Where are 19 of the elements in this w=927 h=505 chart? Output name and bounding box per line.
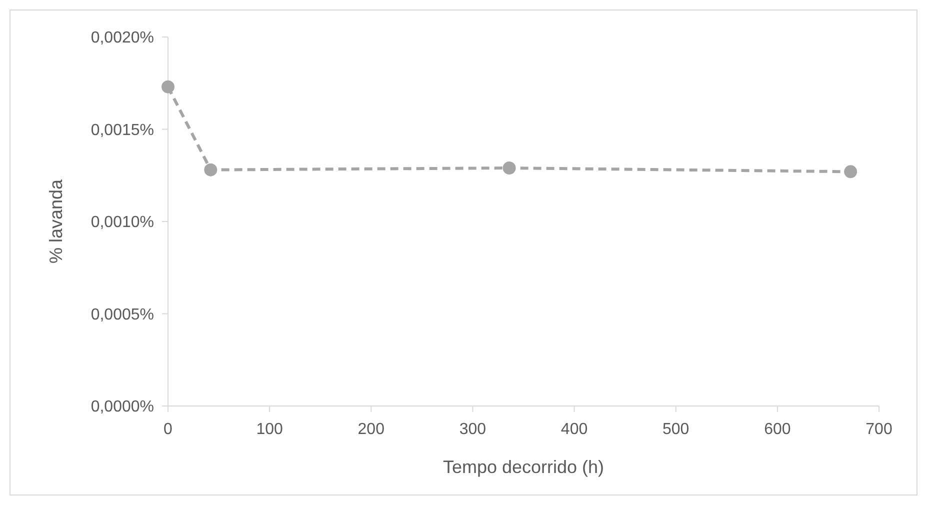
- point: [844, 165, 858, 178]
- point: [162, 80, 174, 94]
- x-tick-label: 100: [256, 421, 284, 438]
- x-tick-label: 300: [459, 421, 486, 438]
- x-tick-label: 400: [560, 421, 588, 438]
- point: [204, 163, 218, 176]
- y-tick-label: 0,0020%: [90, 30, 154, 47]
- y-tick-label: 0,0010%: [90, 214, 154, 232]
- y-tick-label: 0,0005%: [90, 306, 154, 324]
- x-tick-label: 500: [662, 421, 690, 438]
- x-tick-label: 600: [764, 421, 791, 438]
- x-tick-label: 200: [358, 421, 385, 438]
- point: [502, 161, 516, 174]
- x-tick-label: 0: [164, 421, 173, 438]
- x-tick-label: 700: [866, 421, 892, 438]
- x-axis-title: Tempo decorrido (h): [442, 457, 604, 477]
- y-tick-label: 0,0015%: [90, 122, 154, 139]
- y-axis-title: % lavanda: [46, 178, 66, 264]
- y-tick-label: 0,0000%: [90, 398, 154, 416]
